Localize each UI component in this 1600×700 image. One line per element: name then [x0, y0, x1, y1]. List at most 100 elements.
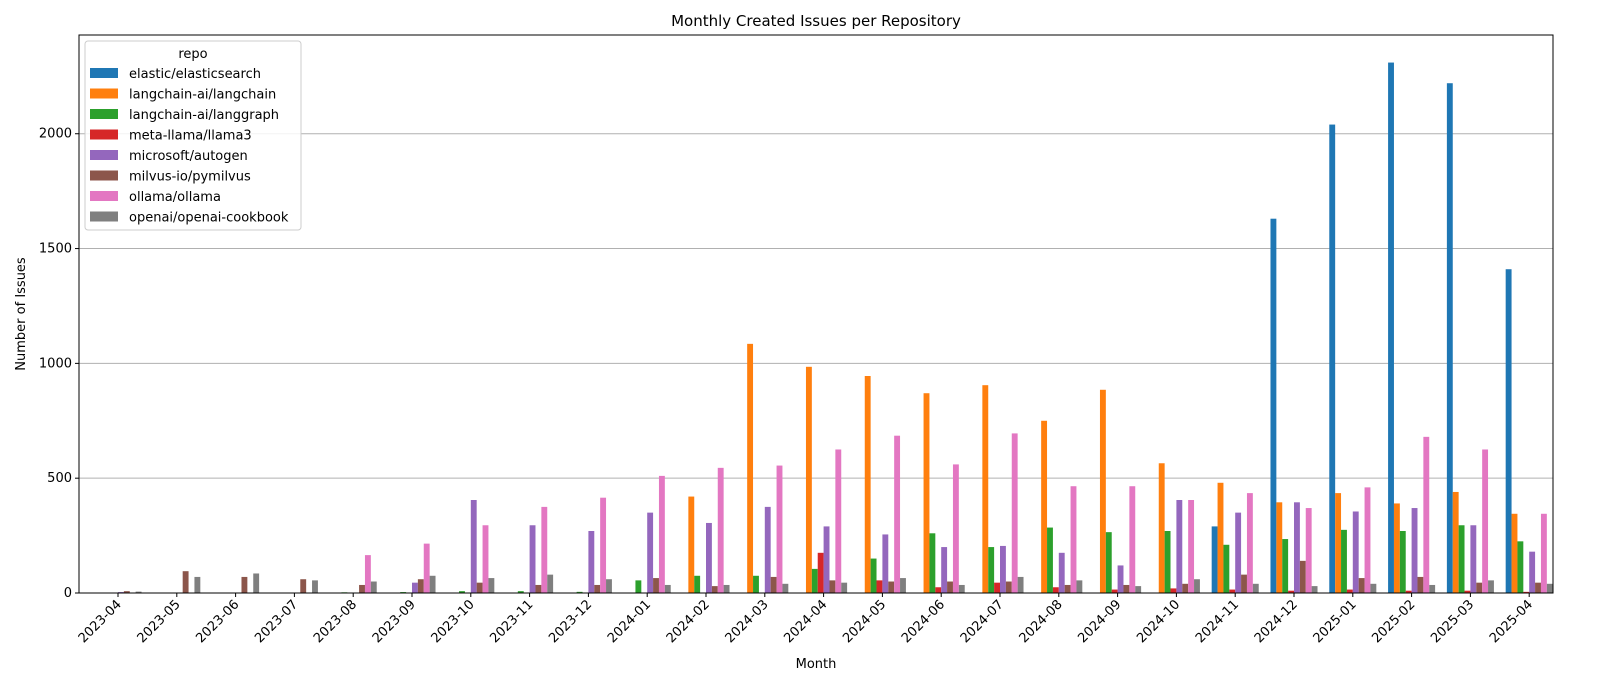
bar-langchain-ai-langgraph	[1047, 527, 1053, 593]
bar-langchain-ai-langchain	[805, 366, 812, 593]
bar-microsoft-autogen	[1000, 545, 1006, 593]
bar-ollama-ollama	[1129, 486, 1136, 593]
legend-swatch	[90, 109, 118, 119]
bar-langchain-ai-langgraph	[517, 591, 524, 593]
bar-milvus-io-pymilvus	[770, 576, 777, 593]
bar-langchain-ai-langchain	[1099, 389, 1106, 593]
bar-langchain-ai-langchain	[1276, 502, 1283, 593]
bar-ollama-ollama	[894, 435, 901, 593]
bar-openai-openai-cookbook	[429, 575, 436, 593]
bar-elastic-elasticsearch	[1211, 526, 1218, 593]
bar-meta-llama-llama3	[1052, 587, 1059, 593]
legend-label: openai/openai-cookbook	[129, 211, 289, 226]
bar-microsoft-autogen	[1176, 500, 1183, 593]
legend: repo elastic/elasticsearch langchain-ai/l…	[84, 40, 302, 231]
bar-microsoft-autogen	[588, 531, 595, 593]
bar-meta-llama-llama3	[1405, 590, 1412, 593]
bar-ollama-ollama	[1540, 513, 1547, 593]
bar-ollama-ollama	[1246, 493, 1253, 593]
bar-openai-openai-cookbook	[900, 578, 906, 593]
y-axis: 0 500 1000 1500 2000	[39, 127, 79, 601]
bar-ollama-ollama	[835, 449, 842, 593]
legend-label: milvus-io/pymilvus	[129, 170, 251, 185]
legend-label: langchain-ai/langchain	[129, 88, 276, 103]
plot-frame	[78, 34, 1554, 594]
bar-openai-openai-cookbook	[1017, 576, 1024, 593]
bar-ollama-ollama	[1305, 508, 1312, 593]
bar-meta-llama-llama3	[817, 552, 824, 593]
legend-label: langchain-ai/langgraph	[129, 108, 279, 123]
bar-langchain-ai-langgraph	[870, 558, 877, 593]
bar-openai-openai-cookbook	[1311, 586, 1318, 593]
bar-milvus-io-pymilvus	[300, 579, 307, 593]
bar-elastic-elasticsearch	[1446, 83, 1453, 593]
bar-openai-openai-cookbook	[1370, 583, 1377, 593]
bar-ollama-ollama	[1188, 500, 1195, 593]
bar-meta-llama-llama3	[1170, 588, 1177, 593]
bar-ollama-ollama	[1011, 433, 1018, 593]
bar-ollama-ollama	[482, 525, 489, 593]
bar-milvus-io-pymilvus	[888, 581, 895, 593]
bar-milvus-io-pymilvus	[182, 571, 189, 593]
bar-milvus-io-pymilvus	[1535, 582, 1541, 593]
bar-milvus-io-pymilvus	[1358, 578, 1365, 593]
bar-openai-openai-cookbook	[1135, 586, 1142, 593]
bar-openai-openai-cookbook	[1546, 583, 1553, 593]
bar-meta-llama-llama3	[1464, 590, 1471, 593]
bar-microsoft-autogen	[647, 512, 654, 593]
legend-swatch	[90, 88, 118, 99]
bar-langchain-ai-langchain	[1217, 482, 1224, 593]
bar-langchain-ai-langgraph	[459, 591, 465, 593]
bar-langchain-ai-langchain	[1335, 493, 1342, 593]
bar-milvus-io-pymilvus	[594, 584, 601, 593]
bar-elastic-elasticsearch	[1270, 218, 1277, 593]
bar-milvus-io-pymilvus	[359, 584, 365, 593]
bar-meta-llama-llama3	[1229, 589, 1236, 593]
legend-swatch	[90, 211, 118, 222]
bar-openai-openai-cookbook	[1252, 583, 1259, 593]
legend-label: elastic/elasticsearch	[129, 67, 261, 82]
bar-openai-openai-cookbook	[253, 573, 260, 593]
bar-langchain-ai-langchain	[688, 496, 695, 593]
legend-label: microsoft/autogen	[129, 149, 248, 164]
bar-openai-openai-cookbook	[370, 581, 377, 593]
y-tick-label: 1000	[39, 356, 72, 371]
bar-milvus-io-pymilvus	[241, 576, 248, 593]
bar-microsoft-autogen	[764, 506, 771, 593]
bar-openai-openai-cookbook	[958, 584, 965, 593]
bar-milvus-io-pymilvus	[653, 578, 659, 593]
bar-langchain-ai-langchain	[747, 343, 754, 593]
bar-langchain-ai-langchain	[1158, 463, 1165, 593]
bar-ollama-ollama	[1364, 487, 1371, 593]
bar-microsoft-autogen	[1117, 565, 1124, 593]
legend-label: ollama/ollama	[129, 190, 221, 205]
bar-meta-llama-llama3	[935, 587, 942, 593]
bar-ollama-ollama	[1482, 449, 1489, 593]
bar-ollama-ollama	[776, 465, 783, 593]
bar-openai-openai-cookbook	[488, 578, 495, 593]
bar-openai-openai-cookbook	[135, 591, 142, 593]
bar-langchain-ai-langgraph	[1458, 525, 1465, 593]
y-tick-label: 1500	[39, 242, 72, 257]
bar-elastic-elasticsearch	[1329, 124, 1336, 593]
legend-swatch	[90, 129, 118, 140]
bar-langchain-ai-langgraph	[1105, 532, 1112, 593]
bar-langchain-ai-langchain	[982, 385, 989, 593]
bar-microsoft-autogen	[1235, 512, 1242, 593]
bar-microsoft-autogen	[941, 547, 948, 593]
bar-meta-llama-llama3	[1523, 591, 1530, 593]
legend-swatch	[90, 150, 118, 160]
chart-title: Monthly Created Issues per Repository	[671, 12, 961, 30]
bar-microsoft-autogen	[1352, 511, 1359, 593]
bar-microsoft-autogen	[882, 534, 889, 593]
bar-ollama-ollama	[541, 506, 548, 593]
bar-openai-openai-cookbook	[664, 584, 671, 593]
bar-microsoft-autogen	[412, 582, 418, 593]
bar-openai-openai-cookbook	[194, 576, 201, 593]
bar-langchain-ai-langgraph	[988, 547, 995, 593]
bar-openai-openai-cookbook	[782, 583, 789, 593]
bar-openai-openai-cookbook	[841, 582, 848, 593]
bar-milvus-io-pymilvus	[1123, 584, 1130, 593]
bar-milvus-io-pymilvus	[1417, 576, 1424, 593]
